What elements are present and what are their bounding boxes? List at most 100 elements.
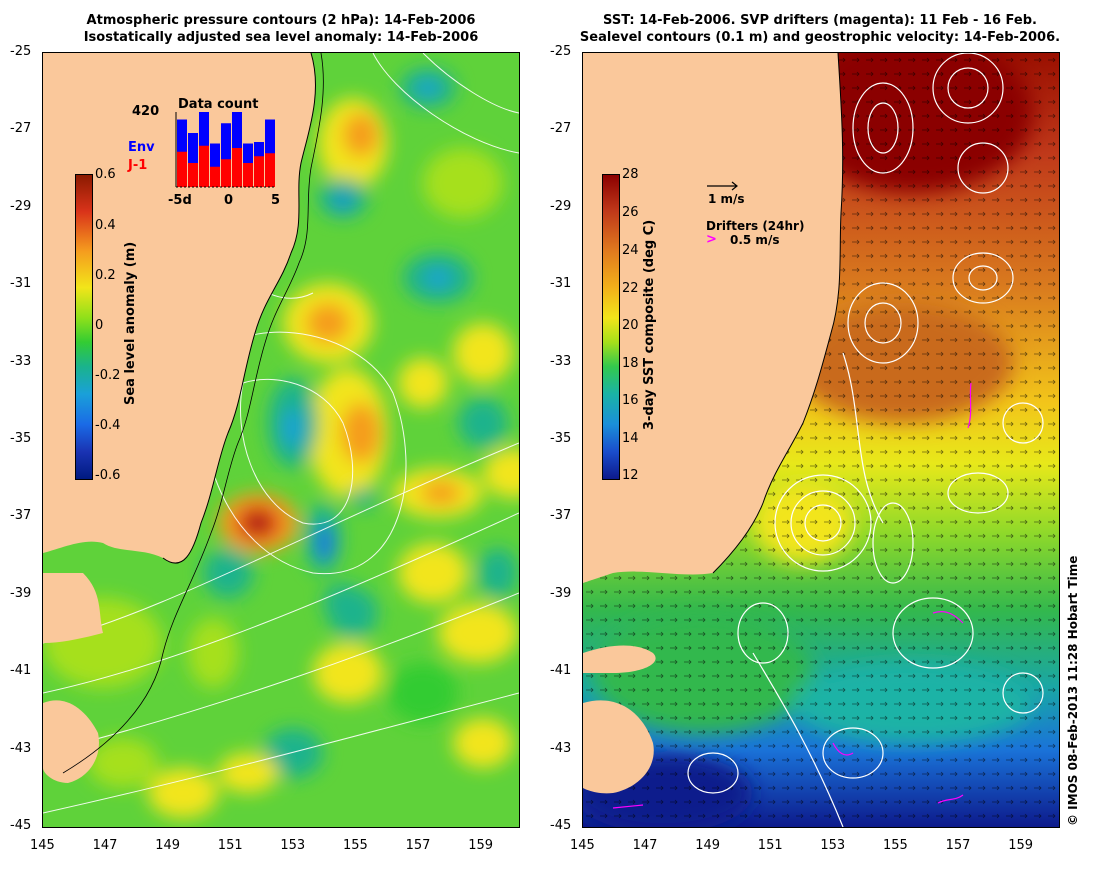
sst-colorbar-label: 3-day SST composite (deg C)	[642, 219, 657, 430]
sla-colorbar-tick: 0.6	[95, 167, 116, 182]
lat-tick-label: -31	[550, 276, 572, 292]
lon-tick-label: 157	[405, 838, 431, 853]
lat-tick-label: -27	[550, 121, 572, 137]
lat-tick-label: -25	[10, 44, 32, 59]
sealevel-contours	[687, 53, 1044, 827]
data-count-xtick: 0	[224, 193, 234, 208]
lon-tick-label: 155	[883, 838, 908, 853]
velocity-scale-label: 1 m/s	[708, 192, 745, 206]
velocity-scale-arrow	[707, 181, 738, 191]
victoria-coast	[43, 573, 103, 643]
lat-tick-label: -43	[10, 740, 32, 756]
lat-tick-label: -29	[550, 198, 572, 214]
sst-colorbar-tick: 26	[622, 205, 639, 220]
imos-credit: © IMOS 08-Feb-2013 11:28 Hobart Time	[1066, 555, 1080, 826]
sla-colorbar-tick: 0.2	[95, 268, 116, 283]
right-title-line1: SST: 14-Feb-2006. SVP drifters (magenta)…	[603, 13, 1037, 28]
lon-tick-label: 153	[280, 838, 306, 853]
sst-colorbar-tick: 24	[622, 243, 639, 258]
sst-colorbar-tick: 14	[622, 431, 639, 446]
j1-count-bar	[188, 163, 198, 187]
data-count-xtick: -5d	[168, 193, 192, 208]
lat-tick-label: -45	[550, 818, 572, 833]
lon-tick-label: 151	[217, 838, 243, 853]
lat-tick-label: -41	[10, 663, 32, 679]
bass-strait-coast	[583, 645, 656, 673]
env-count-bar	[210, 143, 220, 187]
j1-count-bar	[177, 151, 187, 187]
legend-env: Env	[128, 140, 155, 155]
left-title-line2: Isostatically adjusted sea level anomaly…	[83, 30, 479, 45]
sst-colorbar-tick: 20	[622, 318, 639, 333]
lat-tick-label: -39	[550, 585, 572, 601]
lat-tick-label: -37	[10, 508, 32, 524]
sla-colorbar-tick: -0.4	[95, 418, 121, 433]
lon-tick-label: 149	[155, 838, 181, 853]
sea-level-anomaly-map	[42, 52, 520, 828]
lon-tick-label: 149	[695, 838, 721, 853]
sla-colorbar-tick: -0.2	[95, 368, 121, 383]
sst-colorbar-tick: 18	[622, 356, 639, 371]
tasmania	[43, 700, 99, 783]
sla-anomaly-field	[43, 68, 519, 818]
sla-colorbar-tick: -0.6	[95, 468, 121, 483]
lat-tick-label: -35	[10, 431, 32, 446]
lat-tick-label: -33	[550, 353, 572, 369]
lat-tick-label: -39	[10, 585, 32, 601]
lat-tick-label: -27	[10, 121, 32, 137]
lat-tick-label: -35	[550, 431, 572, 446]
j1-count-bar	[243, 163, 253, 187]
lon-tick-label: 159	[1008, 838, 1034, 853]
sla-map-svg	[43, 53, 519, 827]
lon-tick-label: 157	[945, 838, 971, 853]
lon-tick-label: 147	[632, 838, 658, 853]
tasmania	[583, 700, 654, 794]
j1-count-bar	[232, 148, 242, 187]
lat-tick-label: -45	[10, 818, 32, 833]
j1-count-bar	[199, 145, 209, 187]
lat-tick-label: -43	[550, 740, 572, 756]
lon-tick-label: 153	[820, 838, 846, 853]
lat-tick-label: -31	[10, 276, 32, 292]
right-title: SST: 14-Feb-2006. SVP drifters (magenta)…	[560, 12, 1080, 46]
data-count-title: Data count	[178, 97, 259, 112]
left-title-line1: Atmospheric pressure contours (2 hPa): 1…	[86, 13, 476, 28]
sst-map	[582, 52, 1060, 828]
coastline	[712, 53, 844, 574]
j1-count-bar	[265, 153, 275, 187]
data-count-xtick: 5	[271, 193, 281, 208]
j1-count-bar	[221, 159, 231, 187]
drifters-legend-scale: 0.5 m/s	[730, 233, 780, 247]
sla-colorbar	[75, 174, 93, 480]
sst-colorbar	[602, 174, 620, 480]
lon-tick-label: 151	[757, 838, 783, 853]
lat-tick-label: -25	[550, 44, 572, 59]
lon-tick-label: 155	[343, 838, 368, 853]
lon-tick-label: 145	[570, 838, 595, 853]
right-title-line2: Sealevel contours (0.1 m) and geostrophi…	[579, 30, 1061, 45]
sst-colorbar-tick: 12	[622, 468, 639, 483]
australia-mainland	[583, 53, 843, 583]
j1-count-bar	[254, 156, 264, 187]
data-count-max: 420	[132, 104, 160, 119]
coastline	[162, 53, 317, 564]
lat-tick-label: -33	[10, 353, 32, 369]
legend-j1: J-1	[128, 158, 148, 173]
j1-count-bar	[210, 166, 220, 187]
lon-tick-label: 145	[30, 838, 55, 853]
sst-map-svg	[583, 53, 1059, 827]
lat-tick-label: -37	[550, 508, 572, 524]
drifters-legend-title: Drifters (24hr)	[706, 219, 805, 233]
sst-colorbar-tick: 22	[622, 281, 639, 296]
sla-colorbar-label: Sea level anomaly (m)	[123, 241, 138, 405]
sla-colorbar-tick: 0.4	[95, 218, 116, 233]
lon-tick-label: 159	[468, 838, 494, 853]
env-count-bar	[188, 133, 198, 187]
data-count-chart	[175, 112, 276, 188]
drifter-arrow-icon: >	[706, 232, 717, 247]
lon-tick-label: 147	[92, 838, 118, 853]
sst-colorbar-tick: 16	[622, 393, 639, 408]
lat-tick-label: -41	[550, 663, 572, 679]
sst-colorbar-tick: 28	[622, 167, 639, 182]
env-count-bar	[221, 123, 231, 187]
